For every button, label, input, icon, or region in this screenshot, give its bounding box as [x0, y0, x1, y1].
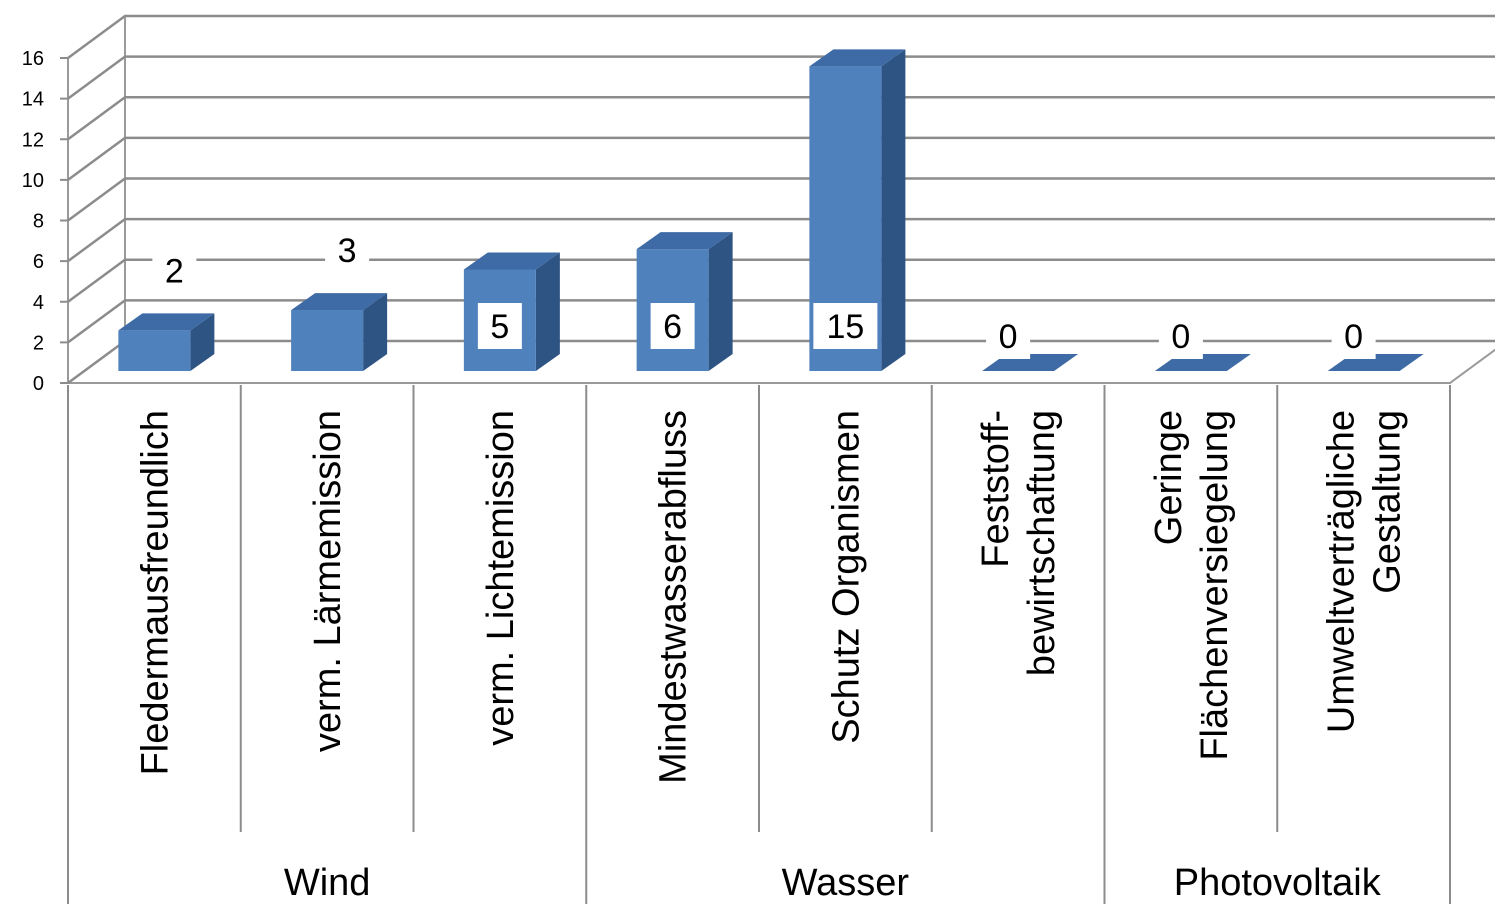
bar-top: [118, 313, 215, 331]
data-label-text: 0: [1171, 318, 1190, 356]
gridline: [67, 14, 1495, 60]
gridline: [67, 217, 1495, 263]
y-tick-label: 6: [33, 251, 44, 273]
data-label-box: [1158, 313, 1203, 359]
bar-side: [535, 252, 560, 371]
y-tick-label: 12: [22, 129, 44, 151]
data-label-text: 0: [1344, 318, 1363, 356]
bar-front: [118, 330, 191, 371]
data-label-box: [1331, 313, 1376, 359]
data-label: 15: [813, 303, 878, 349]
gridline: [67, 258, 1495, 303]
data-label-box: [813, 303, 878, 349]
data-label-box: [477, 303, 522, 349]
bar-side: [881, 49, 906, 371]
bar-front: [291, 310, 364, 371]
category-label: verm. Lichtemission: [480, 410, 522, 746]
y-tick-label: 0: [33, 373, 44, 395]
gridline: [67, 339, 1495, 385]
y-tick-label: 8: [33, 211, 44, 233]
gridlines: [67, 14, 1495, 385]
data-label: 3: [325, 227, 370, 274]
bar-side: [190, 313, 215, 371]
data-label-box: [325, 227, 370, 274]
data-label-box: [152, 247, 197, 294]
bar: [636, 232, 733, 371]
data-label-box: [986, 313, 1031, 359]
data-label-text: 5: [490, 308, 509, 346]
category-label: verm. Lärmemission: [307, 410, 349, 752]
data-label-text: 6: [663, 308, 682, 346]
group-label: Wasser: [782, 862, 910, 904]
floor: [64, 340, 1495, 384]
data-label: 0: [986, 313, 1031, 359]
bar-top: [463, 252, 560, 270]
category-label: Geringe: [1148, 410, 1190, 545]
bar-top: [636, 232, 733, 250]
bar: [291, 293, 388, 371]
category-label: Gestaltung: [1367, 410, 1409, 594]
category-label: Mindestwasserabfluss: [653, 410, 695, 784]
category-label: Umweltverträgliche: [1321, 410, 1363, 733]
data-label: 2: [152, 247, 197, 294]
gridline: [67, 136, 1495, 181]
y-axis: 0 2 4 6 8 10 12 14 16: [22, 48, 68, 395]
gridline: [67, 96, 1495, 141]
x-axis: Wind Wasser Photovoltaik Fledermausfreundli…: [67, 385, 1451, 904]
gridline: [67, 299, 1495, 344]
data-label: 6: [650, 303, 695, 349]
bar-top: [809, 49, 906, 67]
group-label: Photovoltaik: [1174, 862, 1382, 904]
data-label: 5: [477, 303, 522, 349]
bar-side: [363, 293, 388, 371]
data-label-text: 2: [165, 252, 184, 290]
bar: [118, 313, 215, 371]
y-tick-label: 14: [22, 89, 44, 111]
data-label: 0: [1158, 313, 1203, 359]
data-labels: 2 3 5 6 15 0 0 0: [152, 227, 1376, 359]
category-label: Schutz Organismen: [825, 410, 867, 744]
data-label: 0: [1331, 313, 1376, 359]
y-tick-label: 2: [33, 332, 44, 354]
group-label: Wind: [284, 862, 371, 904]
gridline: [67, 55, 1495, 100]
category-label: bewirtschaftung: [1021, 410, 1063, 676]
data-label-text: 0: [999, 318, 1018, 356]
category-label: Fledermausfreundlich: [134, 410, 176, 775]
data-label-text: 15: [826, 308, 864, 346]
data-label-text: 3: [338, 232, 357, 270]
y-tick-label: 10: [22, 170, 44, 192]
bar-side: [708, 232, 733, 371]
category-label: Flächenversiegelung: [1194, 410, 1236, 761]
bar-top: [291, 293, 388, 311]
y-tick-label: 16: [22, 48, 44, 70]
data-label-box: [650, 303, 695, 349]
gridline: [67, 177, 1495, 222]
y-tick-label: 4: [33, 292, 44, 314]
chart-walls: [64, 16, 1495, 384]
category-label: Feststoff-: [975, 410, 1017, 568]
